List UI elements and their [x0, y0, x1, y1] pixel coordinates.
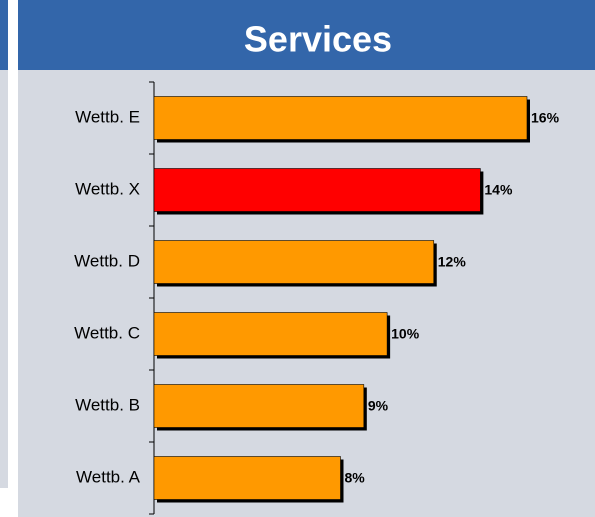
value-label: 8%	[345, 470, 366, 486]
bar	[153, 312, 388, 356]
value-label: 12%	[438, 254, 467, 270]
category-label: Wettb. A	[76, 467, 141, 486]
value-label: 14%	[484, 182, 513, 198]
bar	[153, 168, 481, 212]
value-label: 16%	[531, 110, 560, 126]
category-label: Wettb. X	[75, 179, 140, 198]
value-label: 9%	[368, 398, 389, 414]
category-label: Wettb. C	[74, 323, 140, 342]
category-label: Wettb. E	[75, 107, 140, 126]
chart-title: Services	[244, 19, 392, 60]
bar	[153, 456, 341, 500]
header	[18, 0, 595, 70]
value-label: 10%	[391, 326, 420, 342]
category-label: Wettb. B	[75, 395, 140, 414]
bar	[153, 240, 435, 284]
category-label: Wettb. D	[74, 251, 140, 270]
side-panel-header	[0, 0, 8, 70]
bar	[153, 384, 365, 428]
side-panel	[0, 70, 8, 488]
bar	[153, 96, 528, 140]
